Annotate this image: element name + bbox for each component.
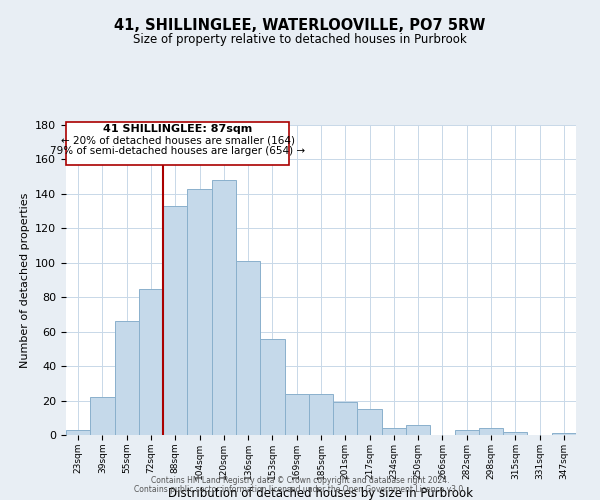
Bar — [406, 424, 430, 435]
Bar — [284, 394, 309, 435]
Bar — [309, 394, 333, 435]
Y-axis label: Number of detached properties: Number of detached properties — [20, 192, 29, 368]
Bar — [66, 430, 90, 435]
Bar — [455, 430, 479, 435]
Bar — [260, 338, 284, 435]
Bar — [382, 428, 406, 435]
Text: Contains HM Land Registry data © Crown copyright and database right 2024.: Contains HM Land Registry data © Crown c… — [151, 476, 449, 485]
X-axis label: Distribution of detached houses by size in Purbrook: Distribution of detached houses by size … — [169, 488, 473, 500]
Bar — [333, 402, 358, 435]
Bar — [479, 428, 503, 435]
Text: 41, SHILLINGLEE, WATERLOOVILLE, PO7 5RW: 41, SHILLINGLEE, WATERLOOVILLE, PO7 5RW — [115, 18, 485, 32]
Text: 41 SHILLINGLEE: 87sqm: 41 SHILLINGLEE: 87sqm — [103, 124, 253, 134]
Bar — [90, 397, 115, 435]
Bar — [163, 206, 187, 435]
Text: ← 20% of detached houses are smaller (164): ← 20% of detached houses are smaller (16… — [61, 136, 295, 145]
Text: Size of property relative to detached houses in Purbrook: Size of property relative to detached ho… — [133, 32, 467, 46]
Bar — [187, 188, 212, 435]
Bar — [552, 434, 576, 435]
Bar — [358, 409, 382, 435]
Text: 79% of semi-detached houses are larger (654) →: 79% of semi-detached houses are larger (… — [50, 146, 305, 156]
Bar — [236, 261, 260, 435]
Bar — [212, 180, 236, 435]
Bar — [139, 288, 163, 435]
Bar — [503, 432, 527, 435]
Bar — [115, 322, 139, 435]
Text: Contains public sector information licensed under the Open Government Licence v3: Contains public sector information licen… — [134, 485, 466, 494]
